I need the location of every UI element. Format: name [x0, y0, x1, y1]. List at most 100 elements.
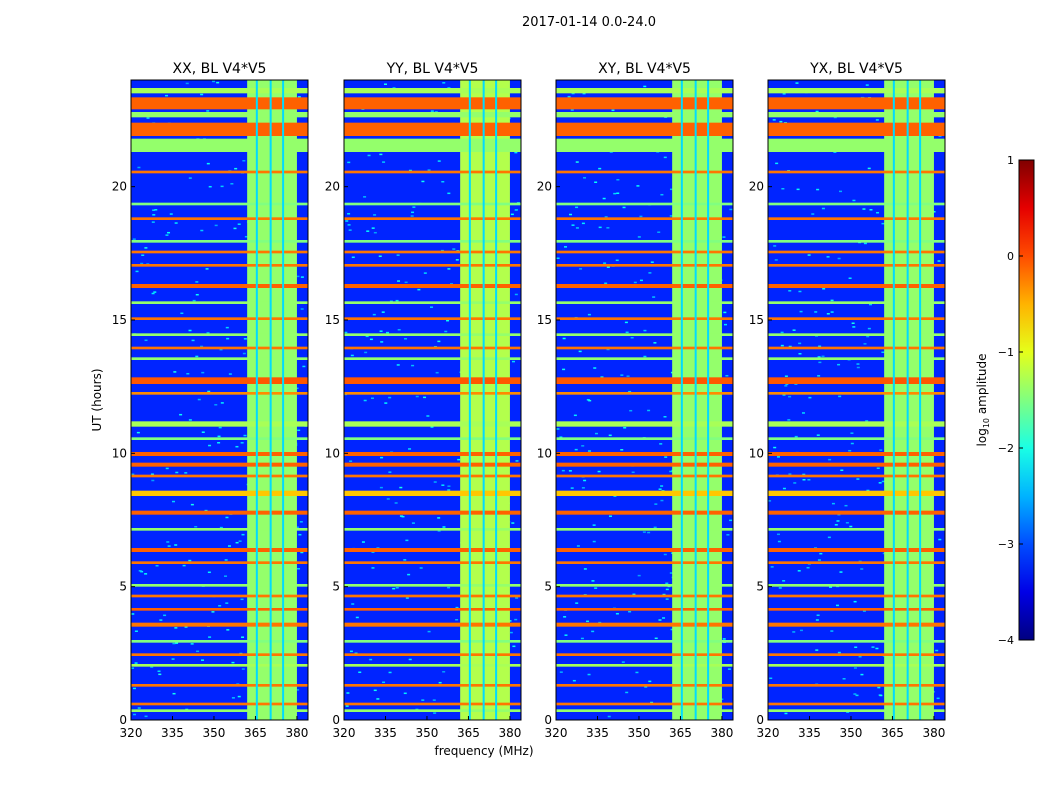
time-stripe: [344, 584, 521, 587]
time-stripe: [556, 250, 733, 254]
heatmap-cell: [815, 619, 819, 621]
heatmap-cell: [818, 345, 822, 348]
heatmap-cell: [447, 87, 451, 89]
y-tick-label: 20: [537, 180, 552, 194]
time-stripe: [556, 640, 733, 643]
heatmap-cell: [358, 671, 362, 674]
heatmap-cell: [811, 213, 815, 215]
panel-title: XY, BL V4*V5: [598, 61, 691, 77]
heatmap-cell: [606, 266, 610, 268]
heatmap-cell: [665, 598, 669, 600]
heatmap-cell: [190, 643, 194, 645]
heatmap-cell: [669, 470, 673, 473]
heatmap-cell: [457, 458, 461, 461]
time-stripe: [131, 548, 308, 552]
heatmap-cell: [225, 602, 229, 604]
rfi-gap-line: [468, 80, 471, 720]
heatmap-cell: [195, 281, 199, 283]
time-stripe: [344, 622, 521, 627]
heatmap-cell: [625, 691, 629, 694]
time-stripe: [344, 284, 521, 288]
x-tick-label: 335: [161, 726, 184, 740]
heatmap-cell: [186, 372, 190, 375]
heatmap-cell: [421, 180, 425, 183]
time-stripe: [131, 622, 308, 627]
heatmap-cell: [604, 282, 608, 285]
time-stripe: [131, 462, 308, 467]
heatmap-cell: [852, 326, 856, 328]
time-stripe: [131, 377, 308, 384]
heatmap-cell: [408, 448, 412, 450]
time-stripe: [556, 510, 733, 515]
heatmap-cell: [802, 478, 806, 481]
heatmap-cell: [455, 606, 459, 609]
heatmap-cell: [844, 504, 848, 507]
time-stripe: [556, 561, 733, 564]
heatmap-cell: [197, 398, 201, 401]
y-tick-label: 0: [756, 713, 764, 727]
heatmap-cell: [348, 229, 352, 231]
heatmap-cell: [379, 330, 383, 332]
time-stripe: [768, 346, 945, 350]
heatmap-cell: [831, 502, 835, 505]
heatmap-cell: [653, 526, 657, 529]
heatmap-cell: [625, 331, 629, 334]
heatmap-cell: [131, 613, 135, 615]
time-stripe: [344, 594, 521, 598]
x-tick-label: 350: [203, 726, 226, 740]
heatmap-cell: [205, 268, 209, 270]
heatmap-cell: [151, 292, 155, 295]
time-stripe: [131, 217, 308, 220]
heatmap-cell: [615, 612, 619, 615]
heatmap-cell: [300, 276, 304, 278]
heatmap-cell: [606, 348, 610, 351]
time-stripe: [768, 122, 945, 136]
heatmap-cell: [438, 681, 442, 684]
heatmap-cell: [399, 515, 403, 517]
heatmap-cell: [508, 620, 512, 622]
heatmap-cell: [351, 256, 355, 259]
heatmap-cell: [725, 375, 729, 377]
heatmap-cell: [194, 525, 198, 528]
heatmap-cell: [837, 363, 841, 366]
heatmap-cell: [212, 80, 216, 83]
axes-frame: [767, 79, 946, 721]
heatmap-cell: [237, 695, 241, 698]
heatmap-cell: [447, 586, 451, 589]
heatmap-cell: [515, 460, 519, 462]
heatmap-cell: [408, 169, 412, 172]
heatmap-cell: [361, 541, 365, 543]
heatmap-cell: [225, 326, 229, 329]
heatmap-cell: [243, 434, 247, 437]
x-axis-label: frequency (MHz): [434, 744, 533, 758]
heatmap-cell: [455, 259, 459, 261]
heatmap-cell: [235, 541, 239, 544]
heatmap-cell: [777, 540, 781, 543]
heatmap-cell: [423, 396, 427, 399]
time-stripe: [768, 240, 945, 243]
y-tick-label: 5: [332, 580, 340, 594]
heatmap-cell: [365, 335, 369, 338]
rfi-gap-line: [269, 80, 272, 720]
heatmap-cell: [581, 445, 585, 447]
heatmap-cell: [806, 566, 810, 569]
heatmap-cell: [159, 619, 163, 621]
heatmap-cell: [626, 375, 630, 377]
time-stripe: [344, 462, 521, 467]
y-tick-label: 10: [325, 446, 340, 460]
heatmap-cell: [172, 692, 176, 695]
heatmap-cell: [868, 303, 872, 306]
heatmap-cell: [388, 471, 392, 473]
heatmap-cell: [648, 680, 652, 683]
time-stripe: [556, 608, 733, 611]
time-stripe: [556, 684, 733, 687]
time-stripe: [131, 561, 308, 564]
heatmap-cell: [849, 525, 853, 528]
heatmap-cell: [511, 360, 515, 363]
heatmap-cell: [819, 552, 823, 555]
time-stripe: [768, 653, 945, 656]
colorbar-tick-label: 0: [1007, 250, 1014, 263]
rfi-gap-line: [919, 80, 922, 720]
heatmap-cell: [242, 352, 246, 355]
heatmap-cell: [174, 544, 178, 546]
